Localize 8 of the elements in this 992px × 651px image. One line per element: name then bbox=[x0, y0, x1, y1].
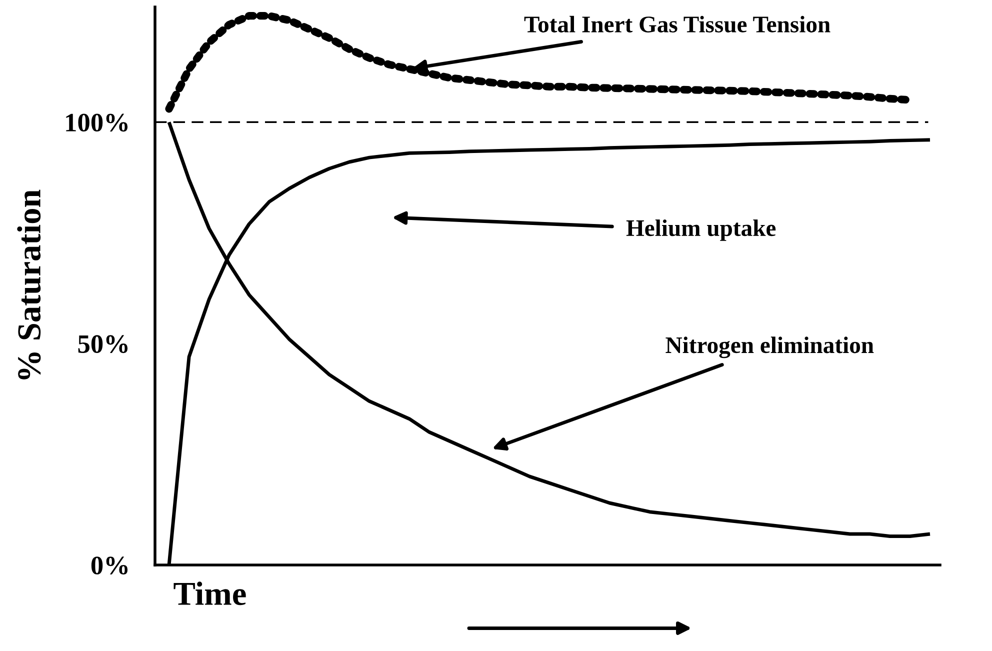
annotation: Nitrogen elimination bbox=[666, 336, 874, 358]
annotation: Total Inert Gas Tissue Tension bbox=[524, 16, 830, 32]
x-axis-title: Time bbox=[174, 582, 246, 606]
y-tick-label: 100% bbox=[66, 114, 128, 132]
y-tick-label: 50% bbox=[78, 335, 128, 354]
y-tick-label: 0% bbox=[91, 556, 128, 574]
annotation: Helium uptake bbox=[626, 219, 776, 241]
y-axis-title: % Saturation bbox=[17, 190, 41, 380]
